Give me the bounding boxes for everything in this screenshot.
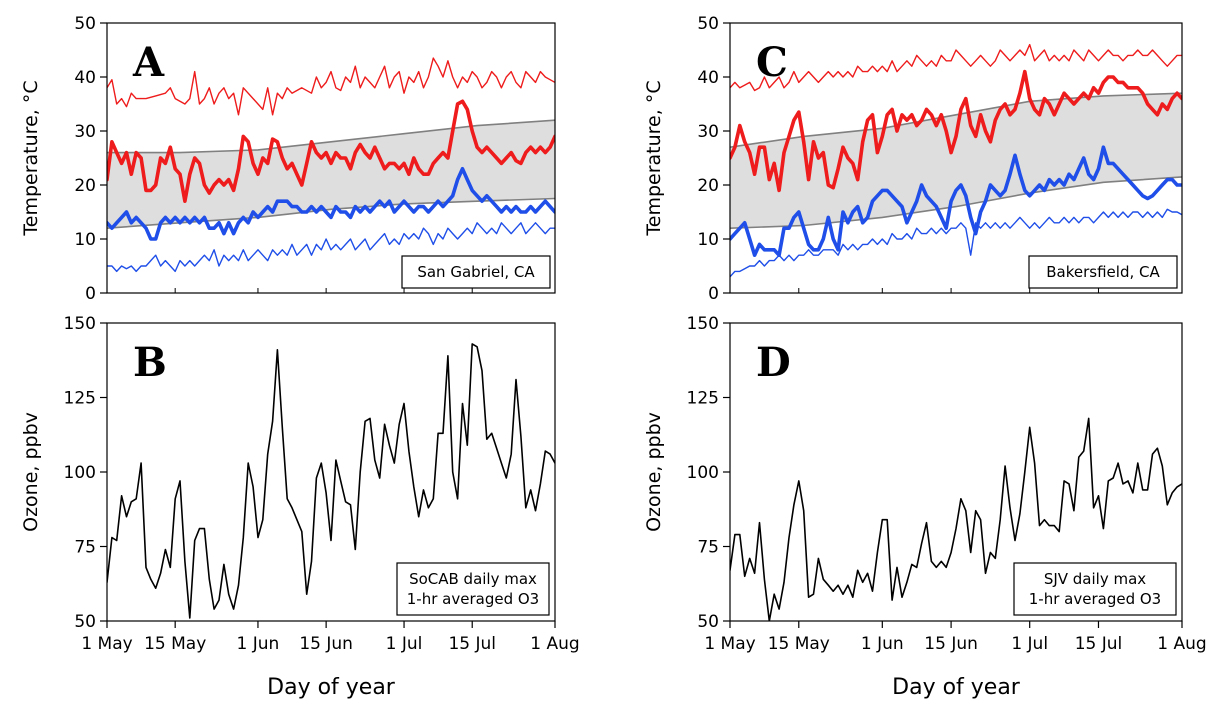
y-tick-label: 150 — [64, 314, 96, 334]
plot-area — [730, 43, 1182, 278]
x-tick-label: 1 Aug — [530, 634, 579, 654]
plot-area — [107, 57, 555, 273]
x-tick-label: 15 May — [768, 634, 830, 654]
panel-D: 50 75 100 125 150 Ozone, ppbv 1 May 15 May 1 Jun… — [643, 314, 1207, 700]
normal-max-line — [107, 119, 555, 154]
y-tick-label: 0 — [85, 284, 96, 304]
note-line: SoCAB daily max — [409, 570, 537, 588]
label-box — [1028, 255, 1178, 289]
note-line: SJV daily max — [1044, 570, 1146, 588]
panel-A: 0 10 20 30 40 50 Temperature, °C A San Gabriel, … — [20, 14, 556, 304]
panel-letter: D — [756, 339, 791, 386]
x-axis-label: Day of year — [892, 675, 1021, 700]
x-tick-label: 1 Jun — [237, 634, 280, 654]
series-daily-min — [107, 167, 555, 241]
y-axis-label: Ozone, ppbv — [643, 412, 665, 532]
label-box — [396, 562, 550, 616]
y-tick-label: 40 — [74, 68, 96, 88]
panel-letter: B — [133, 339, 167, 386]
plot-area — [730, 417, 1182, 621]
y-tick-label: 125 — [687, 389, 719, 409]
y-axis-label: Temperature, °C — [643, 80, 665, 236]
y-tick-label: 20 — [74, 176, 96, 196]
y-tick-label: 150 — [687, 314, 719, 334]
y-axis-label: Temperature, °C — [20, 80, 42, 236]
label-box — [401, 255, 551, 289]
y-tick-label: 50 — [74, 14, 96, 34]
series-ozone — [107, 343, 555, 619]
plot-frame — [106, 22, 556, 294]
series-ozone — [730, 417, 1182, 621]
series-daily-min — [730, 145, 1182, 257]
x-tick-label: 1 Aug — [1157, 634, 1206, 654]
y-axis-label: Ozone, ppbv — [20, 412, 42, 532]
x-tick-label: 1 May — [81, 634, 132, 654]
x-tick-label: 15 May — [144, 634, 206, 654]
y-tick-label: 100 — [687, 463, 719, 483]
plot-frame — [729, 22, 1183, 294]
panel-B: 50 75 100 125 150 Ozone, ppbv 1 May 15 May 1 Jun… — [20, 314, 580, 700]
x-tick-label: 1 May — [704, 634, 755, 654]
x-tick-label: 15 Jun — [299, 634, 353, 654]
x-tick-label: 15 Jul — [448, 634, 496, 654]
y-tick-label: 50 — [697, 612, 719, 632]
y-tick-label: 20 — [697, 176, 719, 196]
y-tick-label: 75 — [74, 538, 96, 558]
y-tick-label: 30 — [697, 122, 719, 142]
x-tick-label: 1 Jul — [386, 634, 423, 654]
y-tick-label: 50 — [697, 14, 719, 34]
x-tick-label: 1 Jun — [861, 634, 904, 654]
y-tick-label: 75 — [697, 538, 719, 558]
station-label: San Gabriel, CA — [417, 263, 535, 281]
y-tick-label: 40 — [697, 68, 719, 88]
x-tick-label: 1 Jul — [1011, 634, 1048, 654]
series-daily-max — [730, 69, 1182, 193]
label-box — [1013, 562, 1177, 616]
y-tick-label: 30 — [74, 122, 96, 142]
series-record-min — [730, 208, 1182, 278]
station-label: Bakersfield, CA — [1046, 263, 1160, 281]
y-tick-label: 10 — [697, 230, 719, 250]
note-line: 1-hr averaged O3 — [407, 590, 539, 608]
x-tick-label: 15 Jul — [1075, 634, 1123, 654]
plot-area — [107, 343, 555, 619]
panel-C: 0 10 20 30 40 50 Temperature, °C C Bakersfield, … — [643, 14, 1183, 304]
panel-letter: C — [756, 39, 788, 86]
panel-letter: A — [132, 39, 165, 86]
y-tick-label: 0 — [708, 284, 719, 304]
y-tick-label: 125 — [64, 389, 96, 409]
series-daily-max — [107, 99, 555, 203]
series-record-min — [107, 222, 555, 273]
x-tick-label: 15 Jun — [924, 634, 978, 654]
y-tick-label: 100 — [64, 463, 96, 483]
note-line: 1-hr averaged O3 — [1029, 590, 1161, 608]
series-record-max — [730, 43, 1182, 92]
y-tick-label: 10 — [74, 230, 96, 250]
series-record-max — [107, 57, 555, 116]
normal-range-band — [107, 120, 555, 229]
normal-range-band — [730, 93, 1182, 229]
x-axis-label: Day of year — [267, 675, 396, 700]
y-tick-label: 50 — [74, 612, 96, 632]
